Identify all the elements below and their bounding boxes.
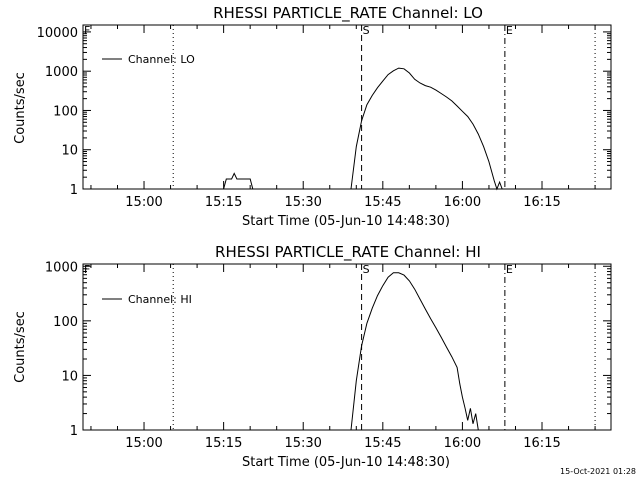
series-line <box>223 67 505 191</box>
x-tick-label: 15:45 <box>364 195 401 210</box>
y-tick-label: 10 <box>61 369 78 384</box>
x-tick-label: 15:45 <box>364 436 401 451</box>
chart-hi-plot-frame <box>82 263 612 431</box>
y-tick-label: 1 <box>70 424 78 439</box>
chart-lo-series <box>223 67 505 191</box>
x-tick-label: 16:00 <box>444 195 481 210</box>
time-marker-label: F <box>84 24 90 37</box>
y-tick-label: 100 <box>53 104 78 119</box>
chart-lo-legend: Channel: LO <box>102 53 195 66</box>
time-marker-label: F <box>84 263 90 276</box>
x-tick-label: 15:15 <box>205 195 242 210</box>
chart-hi-axes: 15:00 15:15 15:30 15:45 16:00 16:15 1 10 100 1000 <box>45 260 611 451</box>
time-marker-label: S <box>363 263 370 276</box>
chart-lo-title: RHESSI PARTICLE_RATE Channel: LO <box>213 4 483 23</box>
chart-lo-legend-label: Channel: LO <box>128 53 195 66</box>
chart-hi-legend: Channel: HI <box>102 293 192 306</box>
chart-hi: RHESSI PARTICLE_RATE Channel: HI Counts/… <box>13 243 612 470</box>
chart-hi-xlabel: Start Time (05-Jun-10 14:48:30) <box>242 455 450 470</box>
x-tick-label: 15:00 <box>125 436 162 451</box>
chart-lo-axes: 15:00 15:15 15:30 15:45 16:00 16:15 1 10 100 1000… <box>37 25 611 210</box>
chart-hi-ylabel: Counts/sec <box>13 311 28 383</box>
y-tick-label: 10000 <box>37 26 78 41</box>
series-line <box>350 272 479 431</box>
chart-lo-plot-frame <box>82 24 612 190</box>
chart-hi-series <box>350 272 479 431</box>
time-marker-label: E <box>506 24 513 37</box>
time-marker-label: S <box>363 24 370 37</box>
time-marker-label: E <box>506 263 513 276</box>
x-tick-label: 15:30 <box>284 436 321 451</box>
x-tick-label: 15:30 <box>284 195 321 210</box>
y-tick-label: 100 <box>53 315 78 330</box>
chart-lo: RHESSI PARTICLE_RATE Channel: LO Counts/… <box>13 4 612 229</box>
x-tick-label: 16:15 <box>523 195 560 210</box>
chart-hi-legend-label: Channel: HI <box>128 293 192 306</box>
x-tick-label: 16:00 <box>444 436 481 451</box>
x-tick-label: 16:15 <box>523 436 560 451</box>
x-tick-label: 15:00 <box>125 195 162 210</box>
footer-timestamp: 15-Oct-2021 01:28 <box>560 467 636 476</box>
x-tick-label: 15:15 <box>205 436 242 451</box>
y-tick-label: 1000 <box>45 260 78 275</box>
chart-hi-title: RHESSI PARTICLE_RATE Channel: HI <box>215 243 481 262</box>
chart-lo-ylabel: Counts/sec <box>13 72 28 144</box>
y-tick-label: 1 <box>70 183 78 198</box>
y-tick-label: 1000 <box>45 65 78 80</box>
chart-lo-xlabel: Start Time (05-Jun-10 14:48:30) <box>242 214 450 229</box>
y-tick-label: 10 <box>61 144 78 159</box>
